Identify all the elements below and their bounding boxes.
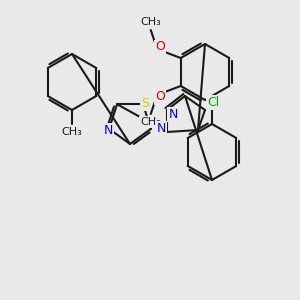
Text: N: N — [103, 124, 113, 137]
Text: O: O — [155, 91, 165, 103]
Text: Cl: Cl — [207, 95, 219, 109]
Text: CH₃: CH₃ — [140, 17, 161, 27]
Text: O: O — [155, 40, 165, 53]
Text: N: N — [168, 107, 178, 121]
Text: S: S — [141, 97, 149, 110]
Text: CH₃: CH₃ — [61, 127, 82, 137]
Text: N: N — [156, 122, 166, 134]
Text: CH₃: CH₃ — [140, 117, 161, 127]
